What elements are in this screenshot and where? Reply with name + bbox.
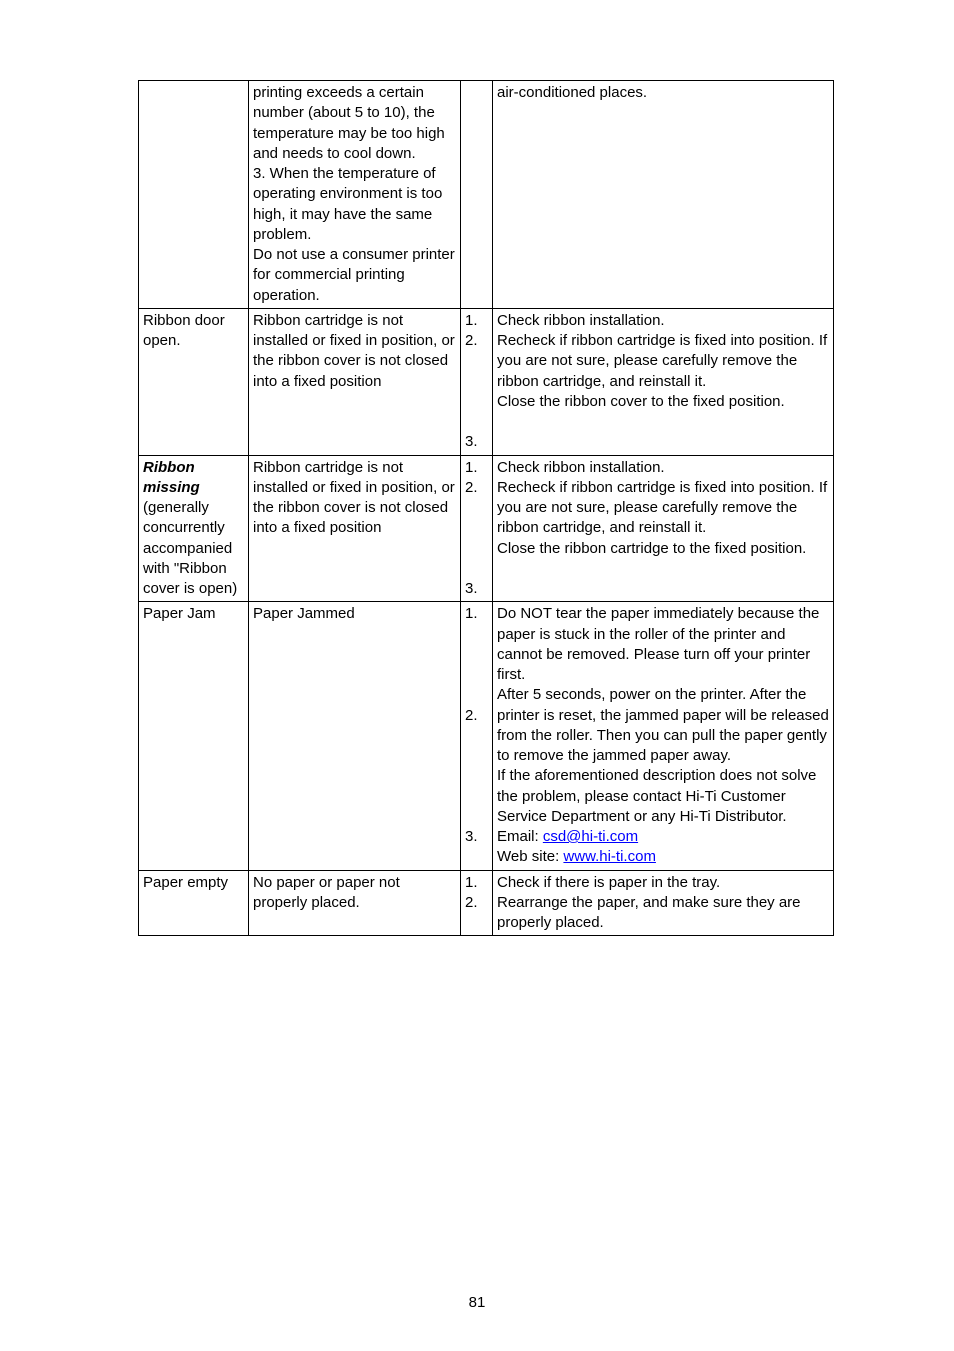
cause-cell: Paper Jammed xyxy=(249,602,461,870)
issue-cell: Ribbon missing (generally concurrently a… xyxy=(139,455,249,602)
page-number: 81 xyxy=(0,1294,954,1311)
list-number: 1. xyxy=(465,604,488,624)
num-cell xyxy=(461,81,493,309)
solution-line: Check ribbon installation. xyxy=(497,458,829,478)
website-link[interactable]: www.hi-ti.com xyxy=(563,848,656,865)
cause-cell: No paper or paper not properly placed. xyxy=(249,870,461,936)
list-number: 1. xyxy=(465,873,488,893)
table-row: Ribbon missing (generally concurrently a… xyxy=(139,455,834,602)
solution-line: Recheck if ribbon cartridge is fixed int… xyxy=(497,478,829,539)
num-cell: 1. 2. xyxy=(461,870,493,936)
cause-cell: printing exceeds a certain number (about… xyxy=(249,81,461,309)
list-number: 1. xyxy=(465,458,488,478)
num-cell: 1. 2. 3. xyxy=(461,602,493,870)
solution-line: Close the ribbon cover to the fixed posi… xyxy=(497,392,829,412)
list-number: 3. xyxy=(465,432,488,452)
list-number: 2. xyxy=(465,706,488,726)
list-number: 3. xyxy=(465,827,488,847)
solution-line: If the aforementioned description does n… xyxy=(497,766,829,867)
solution-line: After 5 seconds, power on the printer. A… xyxy=(497,685,829,766)
solution-cell: Check ribbon installation. Recheck if ri… xyxy=(493,308,834,455)
solution-line: Check ribbon installation. xyxy=(497,311,829,331)
issue-rest: (generally concurrently accompanied with… xyxy=(143,499,237,597)
solution-line: Recheck if ribbon cartridge is fixed int… xyxy=(497,331,829,392)
num-cell: 1. 2. 3. xyxy=(461,308,493,455)
email-link[interactable]: csd@hi-ti.com xyxy=(543,828,638,845)
cause-cell: Ribbon cartridge is not installed or fix… xyxy=(249,455,461,602)
issue-bold: Ribbon missing xyxy=(143,459,200,496)
num-cell: 1. 2. 3. xyxy=(461,455,493,602)
table-row: Paper Jam Paper Jammed 1. 2. 3. Do NOT t… xyxy=(139,602,834,870)
solution-text: Web site: xyxy=(497,848,563,865)
list-number: 3. xyxy=(465,579,488,599)
issue-cell: Paper empty xyxy=(139,870,249,936)
solution-cell: Check if there is paper in the tray. Rea… xyxy=(493,870,834,936)
solution-line: Do NOT tear the paper immediately becaus… xyxy=(497,604,829,685)
table-row: Paper empty No paper or paper not proper… xyxy=(139,870,834,936)
solution-line: Check if there is paper in the tray. xyxy=(497,873,829,893)
table-row: Ribbon door open. Ribbon cartridge is no… xyxy=(139,308,834,455)
list-number: 2. xyxy=(465,478,488,498)
list-number: 2. xyxy=(465,893,488,913)
issue-cell: Paper Jam xyxy=(139,602,249,870)
cause-cell: Ribbon cartridge is not installed or fix… xyxy=(249,308,461,455)
solution-cell: air-conditioned places. xyxy=(493,81,834,309)
table-row: printing exceeds a certain number (about… xyxy=(139,81,834,309)
issue-cell xyxy=(139,81,249,309)
solution-line: Rearrange the paper, and make sure they … xyxy=(497,893,829,934)
solution-line: Close the ribbon cartridge to the fixed … xyxy=(497,539,829,559)
issue-cell: Ribbon door open. xyxy=(139,308,249,455)
solution-cell: Check ribbon installation. Recheck if ri… xyxy=(493,455,834,602)
troubleshooting-table: printing exceeds a certain number (about… xyxy=(138,80,834,936)
list-number: 2. xyxy=(465,331,488,351)
list-number: 1. xyxy=(465,311,488,331)
solution-cell: Do NOT tear the paper immediately becaus… xyxy=(493,602,834,870)
